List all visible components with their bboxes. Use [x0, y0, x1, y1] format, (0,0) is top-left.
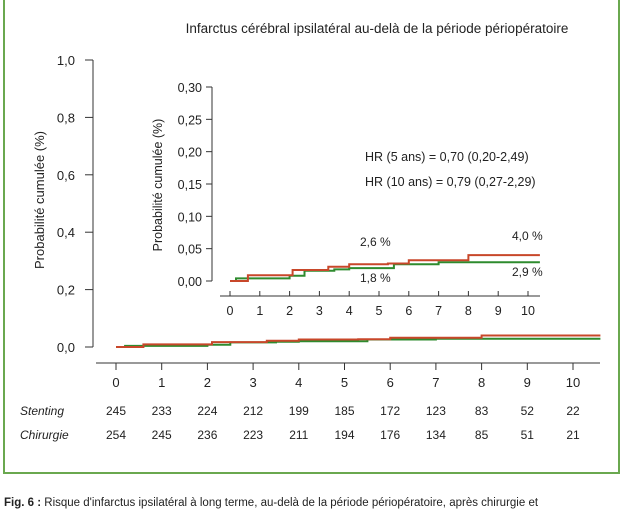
risk-table: Stenting 245 233 224 212 199 185 172 123 83 52 22 Ch…	[20, 404, 580, 442]
risk-cell: 199	[289, 404, 309, 418]
main-x-tick-label: 4	[295, 375, 302, 390]
chir-5yr-label: 2,6 %	[360, 235, 391, 249]
main-y-tick-label: 0,6	[57, 168, 75, 183]
inset-x-tick-label: 5	[376, 304, 383, 318]
inset-y-tick-label: 0,10	[178, 210, 202, 224]
main-y-tick-label: 1,0	[57, 53, 75, 68]
main-y-axis-label: Probabilité cumulée (%)	[32, 131, 47, 269]
main-x-tick-label: 0	[112, 375, 119, 390]
risk-cell: 123	[426, 404, 446, 418]
main-series-chirurgie	[116, 334, 601, 348]
risk-cell: 83	[475, 404, 489, 418]
risk-cell: 172	[380, 404, 400, 418]
inset-y-axis-label: Probabilité cumulée (%)	[151, 119, 165, 252]
risk-cell: 21	[566, 428, 580, 442]
main-y-tick-label: 0,4	[57, 225, 75, 240]
risk-cell: 223	[243, 428, 263, 442]
risk-cell: 233	[152, 404, 172, 418]
risk-cell: 224	[197, 404, 217, 418]
risk-cell: 22	[566, 404, 580, 418]
figure-frame	[3, 0, 620, 474]
risk-cell: 176	[380, 428, 400, 442]
main-x-tick-label: 2	[204, 375, 211, 390]
main-y-tick-label: 0,0	[57, 340, 75, 355]
risk-cell: 236	[197, 428, 217, 442]
inset-x-tick-label: 7	[435, 304, 442, 318]
inset-y-tick-label: 0,20	[178, 146, 202, 160]
stent-5yr-label: 1,8 %	[360, 271, 391, 285]
inset-x-tick-label: 10	[521, 304, 535, 318]
risk-cell: 254	[106, 428, 126, 442]
inset-y-tick-label: 0,25	[178, 113, 202, 127]
main-y-tick-label: 0,2	[57, 283, 75, 298]
main-x-tick-label: 1	[158, 375, 165, 390]
stent-10yr-label: 2,9 %	[512, 265, 543, 279]
inset-x-tick-label: 1	[256, 304, 263, 318]
main-x-tick-label: 7	[432, 375, 439, 390]
risk-row-label: Chirurgie	[20, 428, 69, 442]
main-plot: 0,0 0,2 0,4 0,6 0,8 1,0 Probabilité cumulée (%…	[32, 53, 601, 390]
risk-cell: 194	[334, 428, 354, 442]
main-x-tick-label: 5	[341, 375, 348, 390]
hr5-annotation: HR (5 ans) = 0,70 (0,20-2,49)	[365, 150, 529, 164]
risk-cell: 212	[243, 404, 263, 418]
inset-y-tick-label: 0,30	[178, 81, 202, 95]
figure-caption: Fig. 6 : Risque d'infarctus ipsilatéral …	[4, 496, 622, 510]
inset-x-tick-label: 3	[316, 304, 323, 318]
main-x-tick-label: 8	[478, 375, 485, 390]
main-series-stenting	[116, 337, 601, 348]
main-x-tick-label: 9	[524, 375, 531, 390]
inset-x-tick-label: 4	[346, 304, 353, 318]
risk-cell: 245	[106, 404, 126, 418]
risk-cell: 52	[521, 404, 535, 418]
inset-series-chirurgie	[230, 254, 540, 282]
inset-annotations: HR (5 ans) = 0,70 (0,20-2,49) HR (10 ans…	[360, 150, 543, 285]
risk-cell: 211	[289, 428, 308, 442]
inset-series-stenting	[230, 261, 540, 282]
main-x-tick-label: 10	[566, 375, 580, 390]
main-x-tick-label: 6	[387, 375, 394, 390]
inset-x-tick-label: 6	[405, 304, 412, 318]
inset-x-tick-label: 8	[465, 304, 472, 318]
inset-y-tick-label: 0,00	[178, 275, 202, 289]
km-chart: Infarctus cérébral ipsilatéral au-delà d…	[20, 21, 601, 442]
caption-label: Fig. 6 :	[4, 497, 42, 509]
risk-cell: 245	[152, 428, 172, 442]
caption-text: Risque d'infarctus ipsilatéral à long te…	[44, 497, 539, 509]
chart-title: Infarctus cérébral ipsilatéral au-delà d…	[186, 21, 569, 36]
inset-x-tick-label: 0	[227, 304, 234, 318]
risk-cell: 85	[475, 428, 489, 442]
risk-row-label: Stenting	[20, 404, 64, 418]
chir-10yr-label: 4,0 %	[512, 229, 543, 243]
inset-y-tick-label: 0,15	[178, 178, 202, 192]
inset-x-tick-label: 9	[495, 304, 502, 318]
inset-x-tick-label: 2	[286, 304, 293, 318]
main-y-tick-label: 0,8	[57, 110, 75, 125]
hr10-annotation: HR (10 ans) = 0,79 (0,27-2,29)	[365, 175, 536, 189]
risk-cell: 134	[426, 428, 446, 442]
inset-plot: 0,00 0,05 0,10 0,15 0,20 0,25 0,30 Probabilité …	[151, 81, 540, 318]
risk-cell: 51	[521, 428, 535, 442]
risk-cell: 185	[334, 404, 354, 418]
inset-y-tick-label: 0,05	[178, 243, 202, 257]
main-x-tick-label: 3	[249, 375, 256, 390]
